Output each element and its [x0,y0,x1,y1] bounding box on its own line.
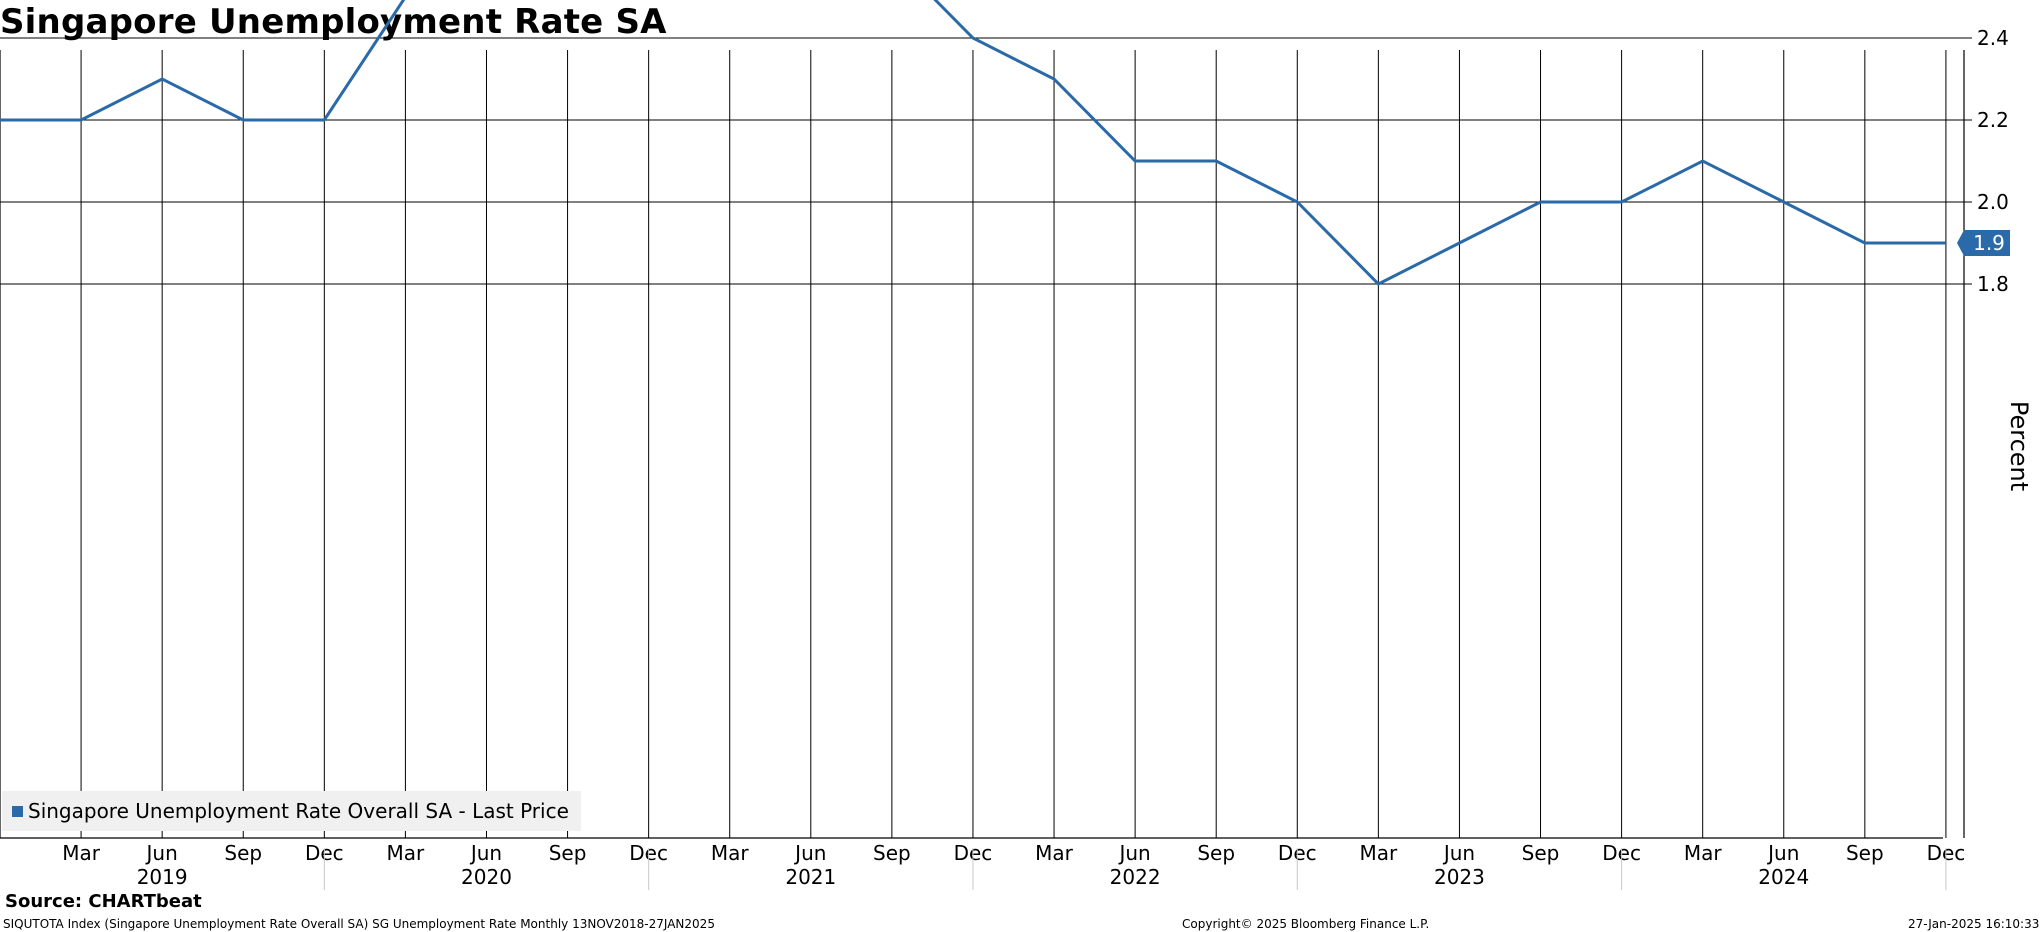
last-value-label: 1.9 [1973,231,2005,255]
chart-legend: Singapore Unemployment Rate Overall SA -… [2,791,581,831]
x-tick-label: Mar [62,841,101,865]
x-tick-label: Jun [1766,841,1799,865]
x-tick-label: Sep [224,841,262,865]
x-year-label: 2021 [785,865,836,889]
x-tick-label: Mar [1684,841,1723,865]
footer-ticker-info: SIQUTOTA Index (Singapore Unemployment R… [3,917,715,931]
x-tick-label: Mar [711,841,750,865]
x-year-label: 2022 [1110,865,1161,889]
chart-title: Singapore Unemployment Rate SA [0,2,667,42]
series-line [0,0,1946,286]
x-tick-label: Mar [387,841,426,865]
x-tick-label: Jun [1442,841,1475,865]
x-tick-label: Sep [549,841,587,865]
y-tick-label: 2.0 [1977,190,2009,214]
footer-copyright: Copyright© 2025 Bloomberg Finance L.P. [1182,917,1430,931]
y-tick-label: 2.4 [1977,26,2009,50]
source-label: Source: CHARTbeat [5,891,202,912]
x-tick-label: Mar [1359,841,1398,865]
x-year-label: 2019 [137,865,188,889]
x-tick-label: Sep [873,841,911,865]
x-year-label: 2020 [461,865,512,889]
legend-label: Singapore Unemployment Rate Overall SA -… [28,799,569,823]
x-tick-label: Sep [1197,841,1235,865]
x-tick-label: Jun [793,841,826,865]
y-tick-label: 2.2 [1977,108,2009,132]
x-tick-label: Sep [1522,841,1560,865]
x-tick-label: Sep [1846,841,1884,865]
x-tick-label: Jun [469,841,502,865]
last-value-tag [1957,230,2010,256]
y-tick-label: 1.8 [1977,272,2009,296]
x-tick-label: Jun [1117,841,1150,865]
x-tick-label: Mar [1035,841,1074,865]
y-axis-title: Percent [2005,401,2033,491]
footer-timestamp: 27-Jan-2025 16:10:33 [1908,917,2040,931]
x-year-label: 2023 [1434,865,1485,889]
legend-swatch [12,805,23,817]
x-year-label: 2024 [1758,865,1809,889]
x-tick-label: Jun [145,841,178,865]
